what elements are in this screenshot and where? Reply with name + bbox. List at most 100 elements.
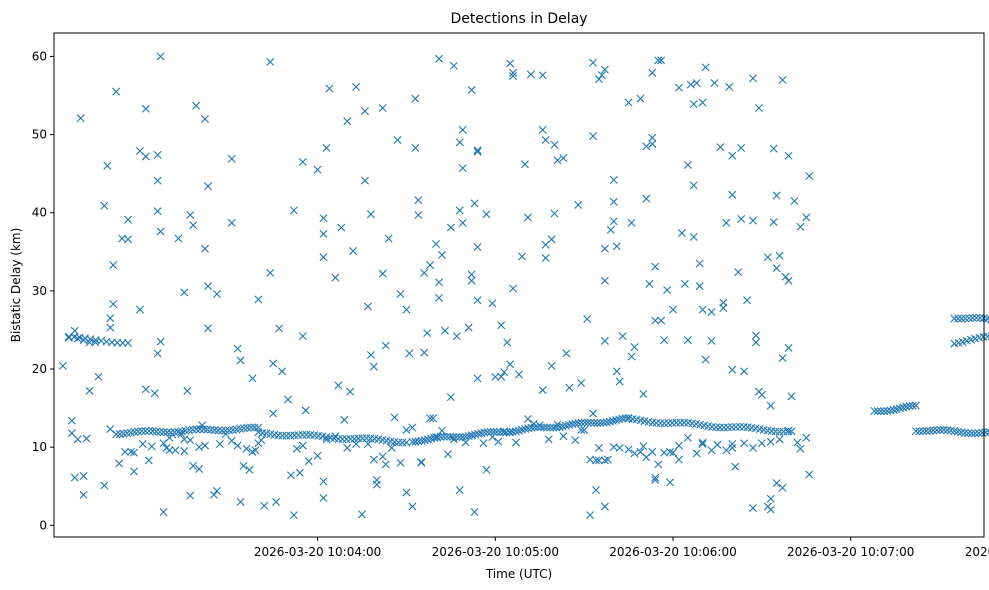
data-point bbox=[322, 143, 331, 152]
data-point bbox=[624, 98, 633, 107]
data-point bbox=[669, 305, 678, 314]
data-point bbox=[574, 418, 583, 427]
data-point bbox=[654, 460, 663, 469]
data-point bbox=[538, 71, 547, 80]
data-point bbox=[192, 425, 201, 434]
data-point bbox=[648, 139, 657, 148]
data-point bbox=[420, 268, 429, 277]
data-point bbox=[124, 215, 133, 224]
data-point bbox=[204, 182, 213, 191]
data-point bbox=[506, 428, 515, 437]
data-point bbox=[115, 459, 124, 468]
data-point bbox=[660, 336, 669, 345]
data-point bbox=[677, 229, 686, 238]
y-tick-label: 10 bbox=[32, 440, 47, 454]
plot-frame bbox=[53, 32, 985, 538]
data-point bbox=[790, 197, 799, 205]
data-point bbox=[692, 449, 701, 458]
data-point bbox=[94, 372, 103, 381]
data-point bbox=[648, 447, 657, 456]
x-axis-label: Time (UTC) bbox=[485, 567, 552, 581]
data-point bbox=[452, 332, 461, 341]
data-point bbox=[233, 344, 242, 353]
data-point bbox=[360, 107, 369, 116]
data-point bbox=[600, 336, 609, 345]
data-point bbox=[577, 425, 586, 434]
data-point bbox=[657, 316, 666, 325]
data-point bbox=[153, 176, 162, 185]
data-point bbox=[612, 416, 621, 425]
data-point bbox=[674, 441, 683, 450]
y-tick-label: 40 bbox=[32, 206, 47, 220]
data-point bbox=[137, 427, 146, 436]
data-point bbox=[676, 418, 685, 427]
data-point bbox=[124, 338, 133, 347]
data-point bbox=[547, 235, 556, 244]
data-point bbox=[186, 436, 195, 445]
data-point bbox=[398, 438, 407, 447]
data-point bbox=[674, 455, 683, 464]
y-axis: 0 10 20 30 40 50 60 bbox=[32, 49, 54, 532]
data-point bbox=[221, 429, 230, 438]
data-point bbox=[983, 332, 989, 341]
data-point bbox=[343, 443, 352, 452]
data-point bbox=[443, 450, 452, 459]
data-point bbox=[905, 402, 914, 411]
data-point bbox=[536, 423, 545, 432]
data-point bbox=[590, 418, 599, 427]
data-point bbox=[482, 210, 491, 219]
data-point bbox=[683, 336, 692, 345]
data-point bbox=[402, 488, 411, 497]
data-point bbox=[967, 429, 976, 438]
data-point bbox=[135, 305, 144, 314]
data-point bbox=[489, 427, 498, 436]
data-point bbox=[737, 143, 746, 152]
data-point bbox=[295, 468, 304, 477]
data-point bbox=[517, 252, 526, 261]
chart-title: Detections in Delay bbox=[450, 11, 587, 27]
data-point bbox=[527, 423, 536, 432]
data-point bbox=[580, 425, 589, 434]
data-point bbox=[680, 279, 689, 288]
data-point bbox=[378, 452, 387, 461]
data-point bbox=[553, 420, 562, 429]
data-point bbox=[458, 164, 467, 173]
data-point bbox=[163, 428, 172, 437]
data-point bbox=[609, 175, 618, 184]
data-point bbox=[763, 253, 772, 262]
data-point bbox=[523, 415, 532, 423]
data-point bbox=[210, 426, 219, 435]
data-point bbox=[748, 74, 757, 83]
data-point bbox=[553, 156, 562, 165]
data-point bbox=[911, 427, 920, 436]
data-point bbox=[784, 151, 793, 160]
data-point bbox=[586, 511, 595, 520]
data-point bbox=[911, 401, 920, 410]
data-point bbox=[396, 289, 405, 298]
data-point bbox=[583, 418, 592, 427]
data-point bbox=[467, 270, 476, 279]
data-point bbox=[417, 436, 426, 445]
plot-points bbox=[58, 52, 989, 520]
data-point bbox=[737, 214, 746, 223]
data-point bbox=[757, 439, 766, 448]
y-tick-label: 50 bbox=[32, 128, 47, 142]
data-point bbox=[539, 423, 548, 432]
data-point bbox=[402, 305, 411, 314]
data-point bbox=[196, 425, 205, 434]
data-point bbox=[298, 157, 307, 166]
data-point bbox=[438, 250, 446, 259]
data-point bbox=[411, 143, 420, 152]
data-point bbox=[204, 324, 213, 333]
data-point bbox=[593, 418, 602, 427]
data-point bbox=[639, 390, 648, 398]
data-point bbox=[420, 436, 429, 445]
data-point bbox=[445, 432, 454, 441]
data-point bbox=[304, 457, 313, 466]
data-point bbox=[683, 433, 692, 442]
data-point bbox=[414, 437, 423, 446]
data-point bbox=[972, 313, 981, 322]
data-point bbox=[651, 316, 660, 325]
data-point bbox=[206, 425, 215, 434]
